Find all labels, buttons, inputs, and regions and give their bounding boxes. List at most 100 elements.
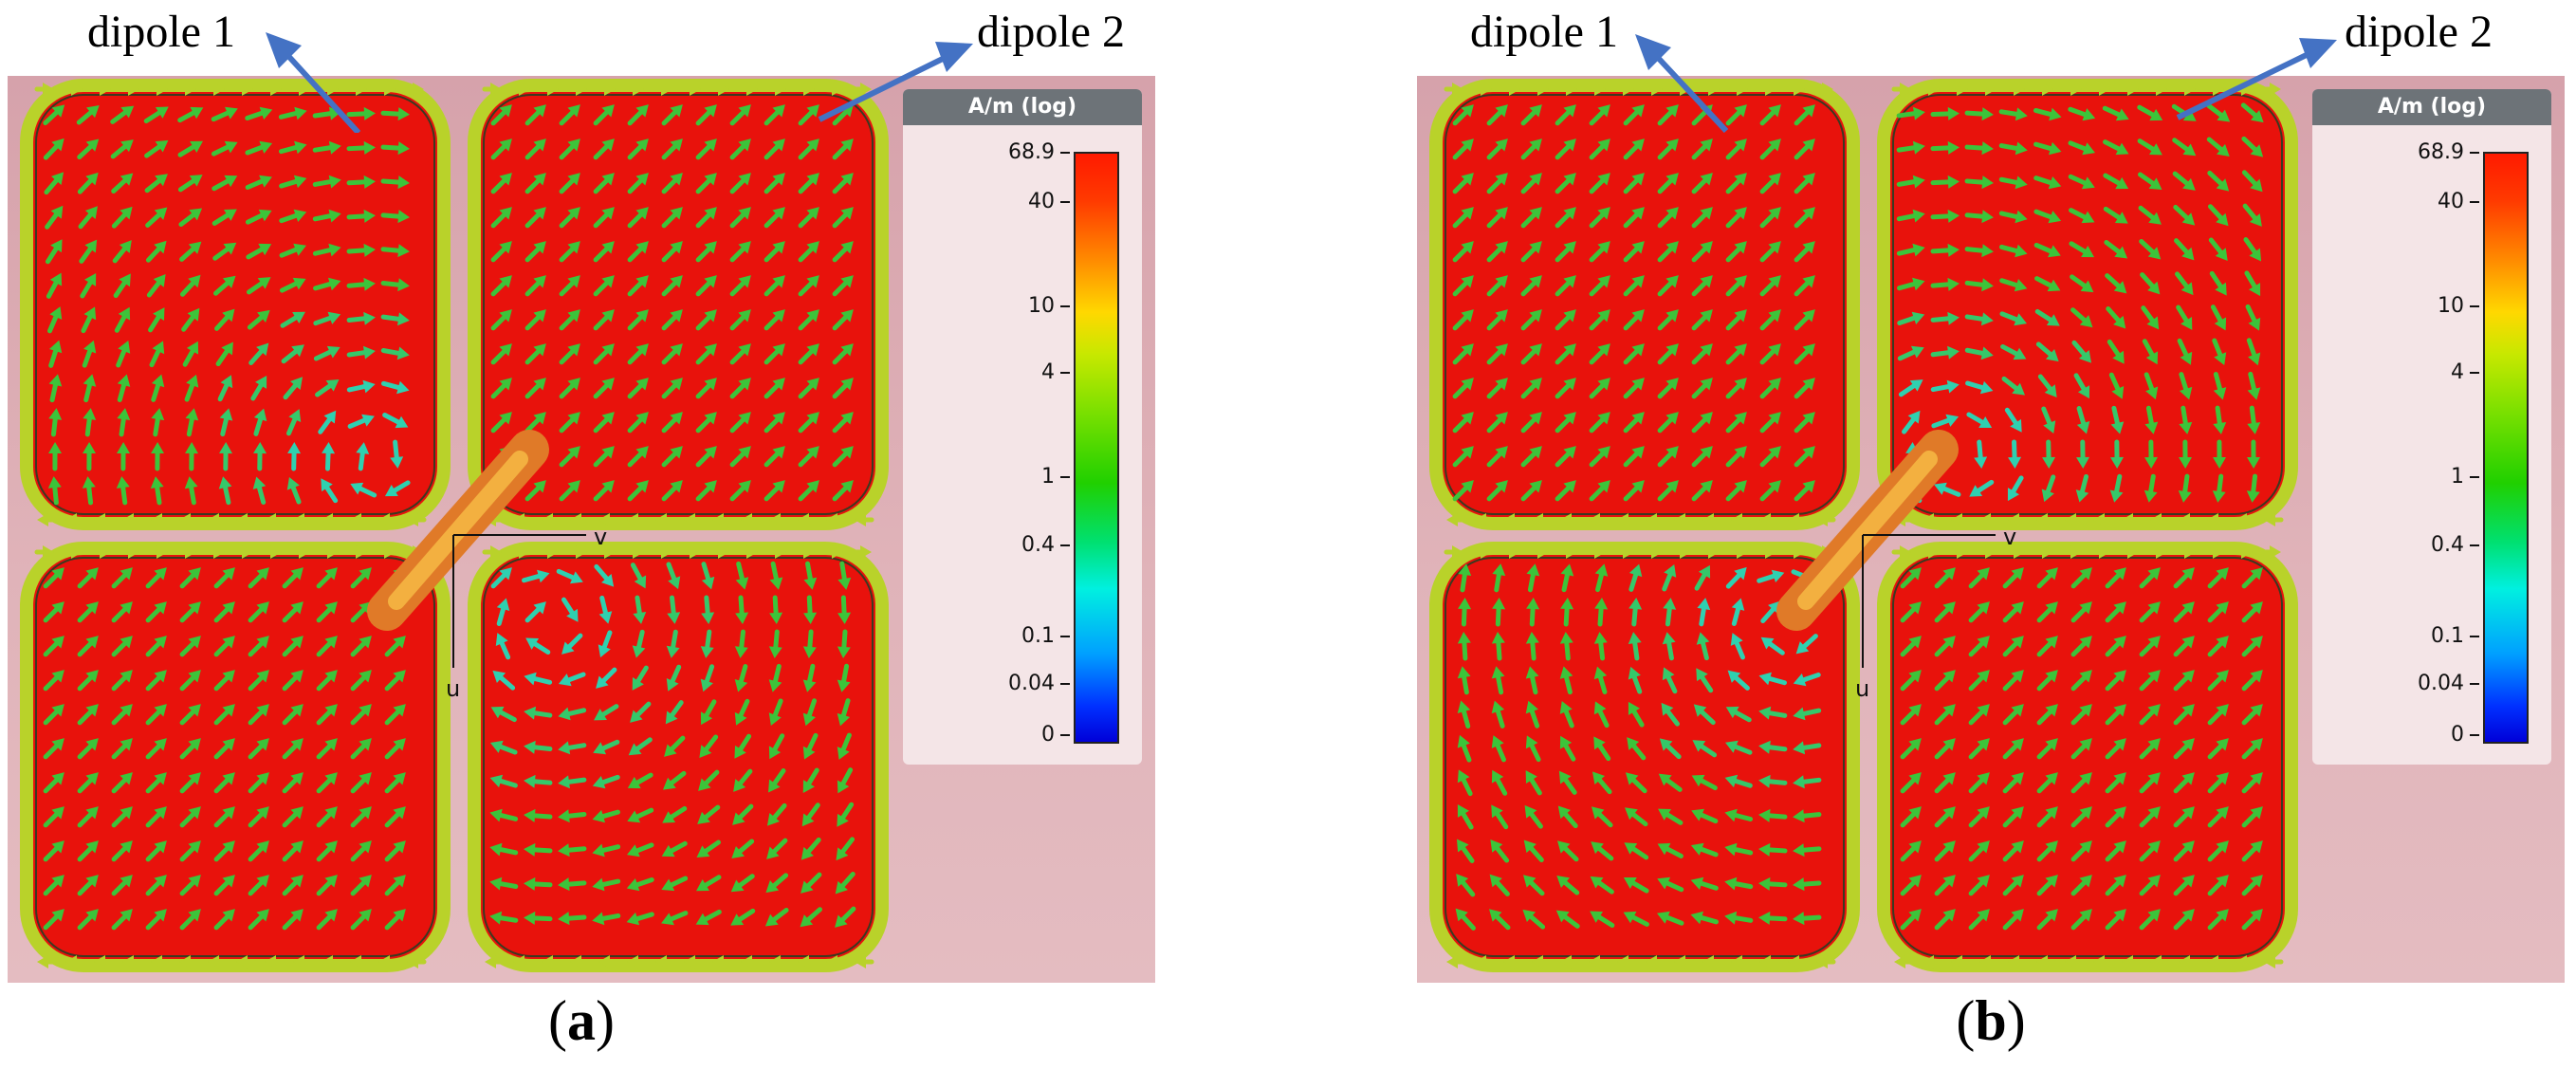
current-arrow — [592, 912, 621, 926]
current-arrow — [1758, 808, 1788, 822]
current-arrow — [45, 205, 64, 230]
current-arrow — [2105, 567, 2126, 589]
current-arrow — [1457, 700, 1471, 729]
current-arrow — [1657, 104, 1679, 126]
current-arrow — [559, 412, 580, 434]
current-arrow — [627, 446, 649, 468]
current-arrow — [1589, 412, 1610, 434]
current-arrow — [695, 446, 717, 468]
current-arrow — [764, 173, 785, 194]
current-arrow — [380, 141, 410, 156]
current-arrow — [380, 244, 410, 258]
current-arrow — [120, 83, 139, 96]
current-arrow — [77, 840, 99, 862]
current-arrow — [1555, 207, 1576, 229]
current-arrow — [734, 629, 748, 658]
current-arrow — [798, 412, 819, 434]
current-arrow — [150, 476, 164, 506]
current-arrow — [2179, 955, 2199, 969]
color-legend-a: A/m (log) 68.9 40 10 4 1 0.4 0.1 0.04 0 — [903, 89, 1142, 765]
current-arrow — [1525, 770, 1542, 796]
current-arrow — [145, 207, 168, 228]
current-arrow — [282, 670, 304, 692]
current-arrow — [43, 636, 64, 657]
current-arrow — [177, 140, 203, 157]
current-arrow — [1520, 138, 1542, 160]
current-arrow — [346, 106, 376, 120]
current-arrow — [2207, 840, 2229, 862]
current-arrow — [145, 567, 167, 589]
current-arrow — [179, 241, 202, 262]
current-arrow — [764, 446, 785, 468]
current-arrow — [2212, 473, 2226, 503]
current-arrow — [1486, 138, 1508, 160]
current-arrow — [1934, 482, 1961, 497]
current-arrow — [1658, 808, 1684, 825]
current-arrow — [1661, 702, 1680, 727]
current-arrow — [1793, 877, 1822, 892]
current-arrow — [1930, 277, 1960, 291]
current-arrow — [312, 243, 341, 257]
current-arrow — [246, 243, 272, 260]
current-arrow — [2150, 955, 2170, 969]
current-arrow — [2002, 601, 2024, 623]
current-arrow — [1556, 840, 1579, 862]
current-arrow — [145, 240, 167, 263]
current-arrow — [250, 375, 267, 401]
current-arrow — [489, 740, 518, 755]
current-arrow — [2176, 545, 2196, 559]
current-arrow — [1591, 841, 1614, 861]
current-arrow — [77, 172, 99, 194]
current-arrow — [1663, 598, 1677, 627]
current-arrow — [1557, 83, 1577, 96]
current-arrow — [2144, 439, 2159, 469]
current-arrow — [2246, 473, 2260, 503]
current-arrow — [823, 83, 843, 96]
current-arrow — [282, 636, 304, 657]
current-arrow — [145, 772, 167, 794]
current-arrow — [798, 275, 819, 297]
current-arrow — [738, 545, 758, 559]
current-arrow — [1555, 138, 1576, 160]
current-arrow — [1520, 412, 1542, 434]
current-arrow — [559, 138, 580, 160]
current-arrow — [319, 545, 339, 559]
current-arrow — [524, 207, 546, 229]
current-arrow — [1759, 412, 1781, 434]
current-arrow — [593, 343, 615, 365]
current-arrow — [1725, 173, 1747, 194]
current-arrow — [592, 809, 620, 823]
current-arrow — [1559, 666, 1573, 695]
current-arrow — [837, 732, 852, 760]
current-arrow — [2207, 204, 2229, 227]
current-arrow — [1559, 632, 1573, 661]
current-arrow — [558, 741, 587, 755]
current-arrow — [1444, 545, 1463, 559]
current-arrow — [179, 704, 201, 726]
current-arrow — [2073, 373, 2090, 399]
dipole-1-arrowhead — [1635, 34, 1671, 70]
current-arrow — [2042, 439, 2056, 469]
current-arrow — [2070, 307, 2093, 328]
current-arrow — [1902, 410, 1921, 434]
current-arrow — [279, 209, 307, 224]
current-arrow — [1623, 104, 1645, 126]
current-arrow — [1759, 309, 1781, 331]
current-arrow — [278, 106, 307, 120]
current-arrow — [287, 442, 302, 471]
current-arrow — [632, 665, 649, 691]
current-arrow — [1964, 141, 1994, 156]
current-arrow — [76, 104, 100, 125]
current-arrow — [2245, 304, 2261, 331]
current-arrow — [524, 378, 546, 399]
current-arrow — [212, 275, 236, 296]
current-arrow — [2002, 909, 2024, 931]
current-arrow — [1520, 309, 1542, 331]
current-arrow — [1725, 343, 1747, 365]
current-arrow — [832, 309, 854, 331]
current-arrow — [179, 909, 201, 931]
current-arrow — [567, 545, 587, 559]
current-arrow — [1759, 173, 1781, 194]
current-arrow — [1522, 909, 1546, 930]
